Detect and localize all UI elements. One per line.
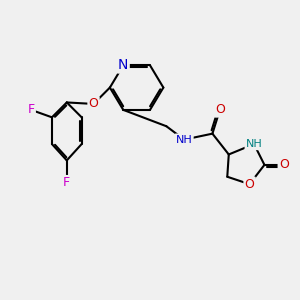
- Text: O: O: [215, 103, 225, 116]
- Text: NH: NH: [176, 135, 193, 145]
- Text: O: O: [88, 98, 98, 110]
- Text: F: F: [63, 176, 70, 189]
- Text: O: O: [279, 158, 289, 171]
- Text: NH: NH: [246, 139, 262, 149]
- Text: F: F: [28, 103, 35, 116]
- Text: N: N: [118, 58, 128, 72]
- Text: O: O: [244, 178, 254, 191]
